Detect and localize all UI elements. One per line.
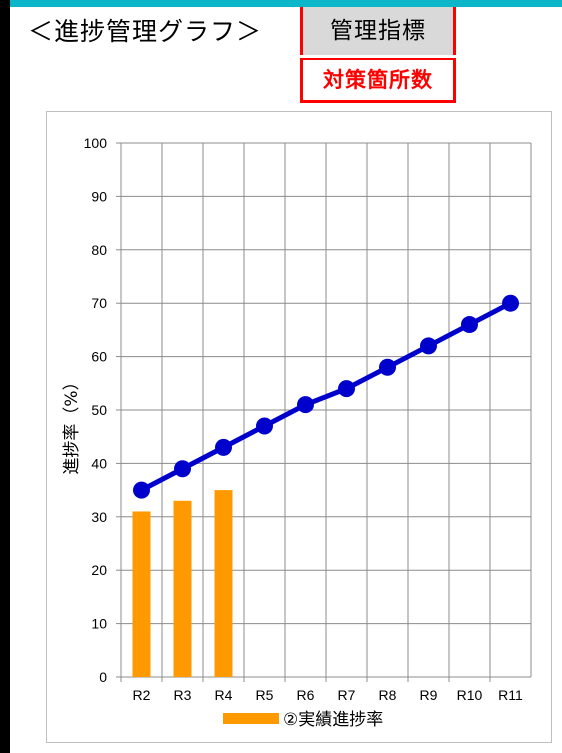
line-point (256, 417, 273, 435)
y-tick-label: 100 (84, 135, 108, 151)
line-point (338, 380, 355, 398)
y-tick-label: 50 (91, 402, 107, 418)
x-tick-labels: R2 R3 R4 R5 R6 R7 R8 R9 R10 R11 (133, 687, 523, 703)
legend: ②実績進捗率 (223, 710, 383, 730)
y-tick-label: 0 (99, 669, 107, 685)
legend-label: ②実績進捗率 (283, 710, 383, 730)
x-tick-label: R3 (174, 687, 192, 703)
x-tick-label: R11 (498, 687, 523, 703)
y-tick-labels: 0 10 20 30 40 50 60 70 80 90 100 (84, 135, 108, 685)
bar (173, 500, 192, 677)
y-tick-label: 80 (91, 242, 107, 258)
legend-swatch (223, 713, 279, 724)
y-axis-label: 進捗率（%） (62, 373, 82, 474)
line-point (420, 337, 437, 355)
bar-series (132, 490, 233, 677)
x-tick-label: R6 (297, 687, 315, 703)
line-point (379, 358, 396, 376)
line-point (297, 396, 314, 414)
y-tick-label: 70 (91, 295, 107, 311)
line-series (133, 294, 519, 499)
page-title: ＜進捗管理グラフ＞ (28, 17, 263, 46)
x-tick-label: R5 (256, 687, 274, 703)
y-tick-label: 40 (91, 455, 107, 471)
indicator-value: 対策箇所数 (300, 58, 456, 103)
indicator-label: 管理指標 (300, 7, 456, 55)
line-point (215, 438, 232, 456)
line-point (174, 460, 191, 478)
management-indicator: 管理指標 対策箇所数 (300, 7, 456, 103)
line-point (502, 294, 519, 312)
grid (121, 142, 532, 677)
y-tick-label: 10 (91, 616, 107, 632)
line-point (461, 316, 478, 334)
left-border-rule (0, 0, 10, 753)
y-tick-label: 90 (91, 188, 107, 204)
progress-chart: 0 10 20 30 40 50 60 70 80 90 100 R2 R3 R4 R5 R6 R7 R8 R9 R… (46, 111, 552, 743)
bar (214, 490, 233, 677)
bar (132, 511, 151, 677)
x-tick-label: R7 (338, 687, 356, 703)
x-tick-label: R2 (133, 687, 151, 703)
y-tick-label: 20 (91, 562, 107, 578)
x-tick-label: R8 (379, 687, 397, 703)
x-tick-label: R9 (420, 687, 438, 703)
x-tick-label: R4 (215, 687, 233, 703)
y-tick-label: 60 (91, 349, 107, 365)
top-accent-strip (0, 0, 562, 7)
y-tick-label: 30 (91, 509, 107, 525)
line-point (133, 481, 150, 499)
series-line (140, 300, 512, 493)
x-tick-label: R10 (457, 687, 483, 703)
